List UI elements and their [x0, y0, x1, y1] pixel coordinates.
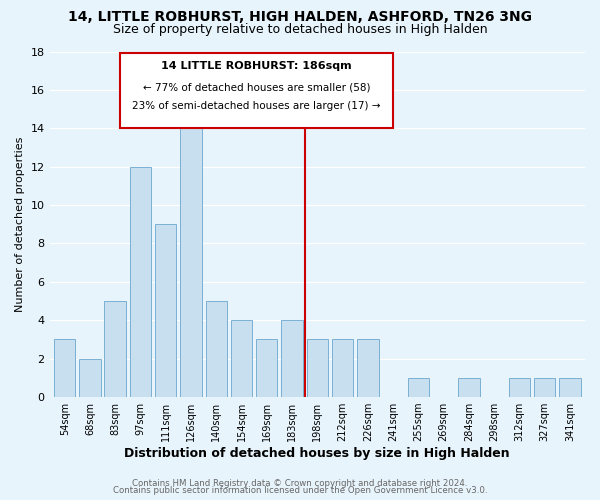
Bar	[79, 358, 101, 397]
Bar	[54, 340, 76, 397]
Bar	[180, 109, 202, 397]
Bar	[256, 340, 277, 397]
Bar	[104, 301, 126, 397]
Bar	[509, 378, 530, 397]
FancyBboxPatch shape	[120, 54, 393, 128]
Y-axis label: Number of detached properties: Number of detached properties	[15, 136, 25, 312]
Bar	[231, 320, 252, 397]
Bar	[332, 340, 353, 397]
Bar	[559, 378, 581, 397]
Text: ← 77% of detached houses are smaller (58): ← 77% of detached houses are smaller (58…	[143, 82, 370, 92]
Text: 23% of semi-detached houses are larger (17) →: 23% of semi-detached houses are larger (…	[133, 102, 381, 112]
Text: Contains HM Land Registry data © Crown copyright and database right 2024.: Contains HM Land Registry data © Crown c…	[132, 478, 468, 488]
Bar	[534, 378, 556, 397]
Bar	[407, 378, 429, 397]
Bar	[206, 301, 227, 397]
Text: 14 LITTLE ROBHURST: 186sqm: 14 LITTLE ROBHURST: 186sqm	[161, 61, 352, 71]
Text: Size of property relative to detached houses in High Halden: Size of property relative to detached ho…	[113, 22, 487, 36]
X-axis label: Distribution of detached houses by size in High Halden: Distribution of detached houses by size …	[124, 447, 510, 460]
Bar	[130, 166, 151, 397]
Bar	[155, 224, 176, 397]
Bar	[357, 340, 379, 397]
Bar	[281, 320, 303, 397]
Bar	[307, 340, 328, 397]
Text: 14, LITTLE ROBHURST, HIGH HALDEN, ASHFORD, TN26 3NG: 14, LITTLE ROBHURST, HIGH HALDEN, ASHFOR…	[68, 10, 532, 24]
Bar	[458, 378, 479, 397]
Text: Contains public sector information licensed under the Open Government Licence v3: Contains public sector information licen…	[113, 486, 487, 495]
